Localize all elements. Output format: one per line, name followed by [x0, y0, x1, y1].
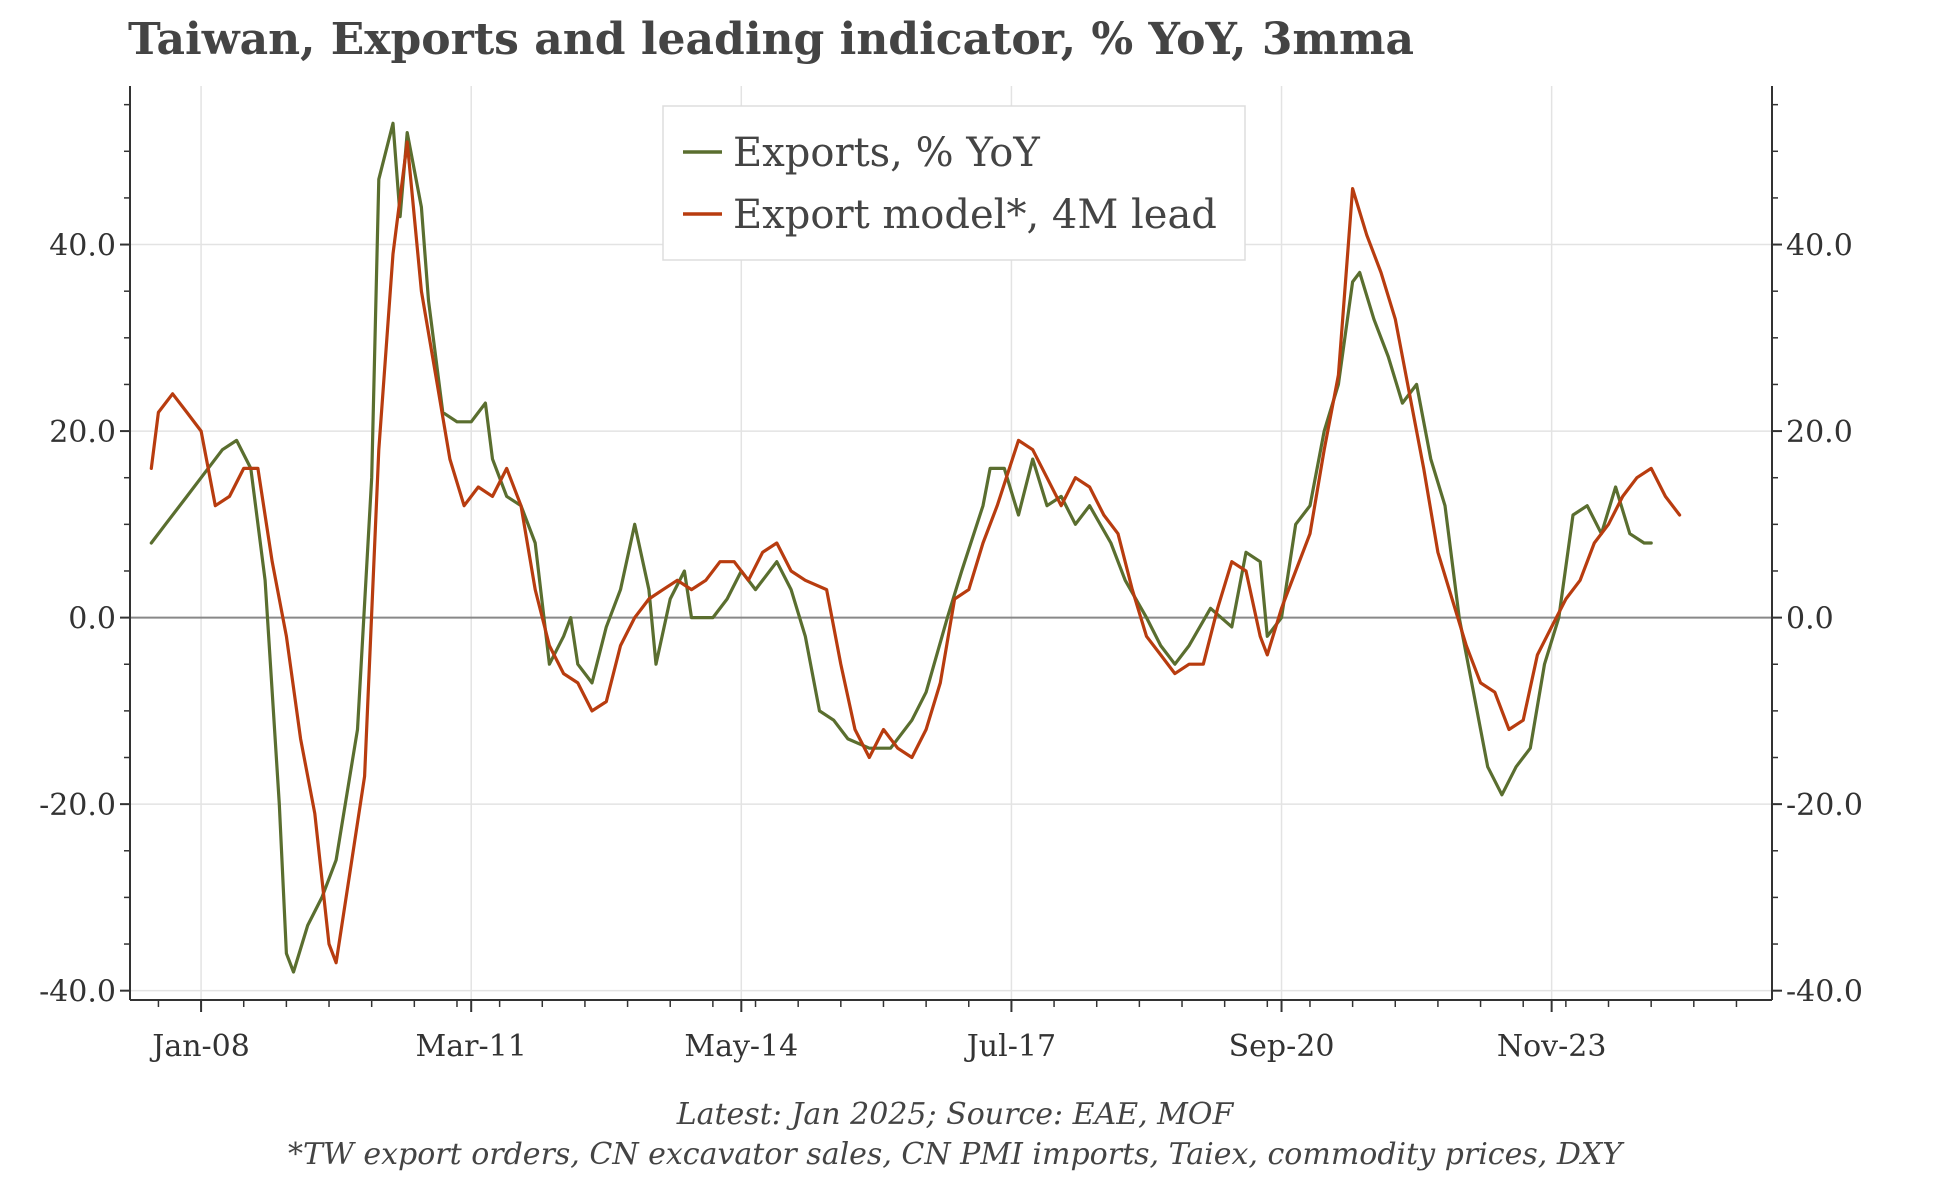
legend: Exports, % YoY Export model*, 4M lead — [662, 105, 1246, 261]
axes: -40.0 -40.0 -20.0 -20.0 0.0 0.0 20.0 20.0 40.0 40… — [39, 86, 1863, 1064]
x-tick-label: Nov-23 — [1497, 1029, 1607, 1064]
y-tick-label-right: -20.0 — [1786, 788, 1863, 823]
y-tick-label-right: -40.0 — [1786, 975, 1863, 1010]
y-tick-label-right: 20.0 — [1786, 415, 1853, 450]
y-tick-label-left: 0.0 — [68, 602, 116, 637]
legend-label-model: Export model*, 4M lead — [733, 192, 1217, 238]
legend-label-exports: Exports, % YoY — [733, 130, 1040, 176]
x-tick-label: Jul-17 — [964, 1029, 1056, 1064]
y-tick-label-left: 20.0 — [49, 415, 116, 450]
series-line-export-model — [149, 140, 1682, 965]
x-tick-label: Mar-11 — [416, 1029, 527, 1064]
y-tick-label-right: 40.0 — [1786, 229, 1853, 264]
x-tick-label: Sep-20 — [1229, 1029, 1335, 1064]
y-tick-label-left: -40.0 — [39, 975, 116, 1010]
x-tick-label: May-14 — [684, 1029, 798, 1064]
y-tick-label-left: -20.0 — [39, 788, 116, 823]
source-note: Latest: Jan 2025; Source: EAE, MOF — [676, 1097, 1235, 1132]
legend-box — [662, 105, 1246, 261]
footnote: *TW export orders, CN excavator sales, C… — [288, 1137, 1625, 1172]
x-tick-label: Jan-08 — [149, 1029, 250, 1064]
series-line-exports — [149, 121, 1653, 974]
y-tick-label-left: 40.0 — [49, 229, 116, 264]
series-layer — [149, 121, 1682, 974]
y-tick-label-right: 0.0 — [1786, 602, 1834, 637]
chart-title: Taiwan, Exports and leading indicator, %… — [128, 14, 1415, 65]
